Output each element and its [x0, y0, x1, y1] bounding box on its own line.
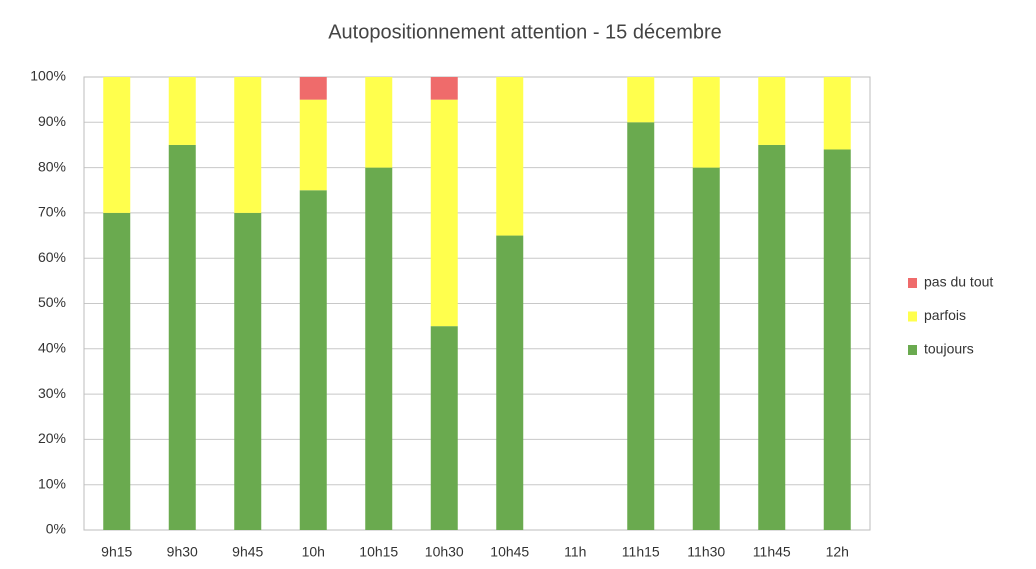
- bar-segment: [692, 77, 720, 168]
- x-tick-label: 9h15: [101, 544, 132, 560]
- x-tick-label: 11h45: [753, 544, 791, 560]
- bar-segment: [430, 326, 458, 530]
- legend-label: toujours: [924, 341, 974, 357]
- bar-segment: [692, 167, 720, 530]
- bar-segment: [168, 144, 196, 530]
- y-tick-label: 60%: [38, 249, 66, 265]
- bar-segment: [234, 212, 262, 530]
- bar-segment: [103, 77, 131, 213]
- y-tick-label: 0%: [46, 521, 66, 537]
- bar-segment: [168, 77, 196, 145]
- bar-segment: [627, 122, 655, 531]
- bar-segment: [234, 77, 262, 213]
- legend-swatch: [908, 345, 917, 355]
- bar-segment: [365, 167, 393, 530]
- bar-segment: [103, 212, 131, 530]
- x-tick-label: 11h15: [622, 544, 660, 560]
- x-tick-label: 10h: [302, 544, 325, 560]
- x-tick-label: 10h45: [490, 544, 529, 560]
- y-tick-label: 20%: [38, 430, 66, 446]
- bar-segment: [758, 144, 786, 530]
- plot-border: [83, 76, 871, 531]
- y-tick-label: 90%: [38, 113, 66, 129]
- y-tick-label: 80%: [38, 158, 66, 174]
- x-tick-label: 9h30: [167, 544, 198, 560]
- bar-segment: [823, 149, 851, 531]
- bar-segment: [299, 190, 327, 530]
- y-tick-label: 100%: [30, 68, 66, 84]
- y-tick-label: 30%: [38, 385, 66, 401]
- legend-swatch: [908, 278, 917, 288]
- bar-segment: [823, 77, 851, 150]
- bar-segment: [758, 77, 786, 145]
- bar-segment: [627, 77, 655, 123]
- x-tick-label: 9h45: [232, 544, 263, 560]
- bar-segment: [365, 77, 393, 168]
- chart-title: Autopositionnement attention - 15 décemb…: [328, 21, 722, 43]
- legend-label: parfois: [924, 307, 966, 323]
- x-tick-label: 10h30: [425, 544, 464, 560]
- legend-label: pas du tout: [924, 274, 993, 290]
- bar-segment: [430, 77, 458, 100]
- bar-segment: [496, 77, 524, 236]
- y-tick-label: 70%: [38, 204, 66, 220]
- legend-swatch: [908, 311, 917, 322]
- y-tick-label: 10%: [38, 475, 66, 491]
- y-tick-label: 40%: [38, 340, 66, 356]
- x-tick-label: 10h15: [359, 544, 398, 560]
- bar-segment: [430, 99, 458, 327]
- bar-segment: [299, 99, 327, 191]
- x-tick-label: 12h: [826, 544, 849, 560]
- bar-segment: [496, 235, 524, 531]
- y-tick-label: 50%: [38, 294, 66, 310]
- x-tick-label: 11h30: [687, 544, 725, 560]
- bar-segment: [299, 77, 327, 100]
- x-tick-label: 11h: [564, 544, 586, 560]
